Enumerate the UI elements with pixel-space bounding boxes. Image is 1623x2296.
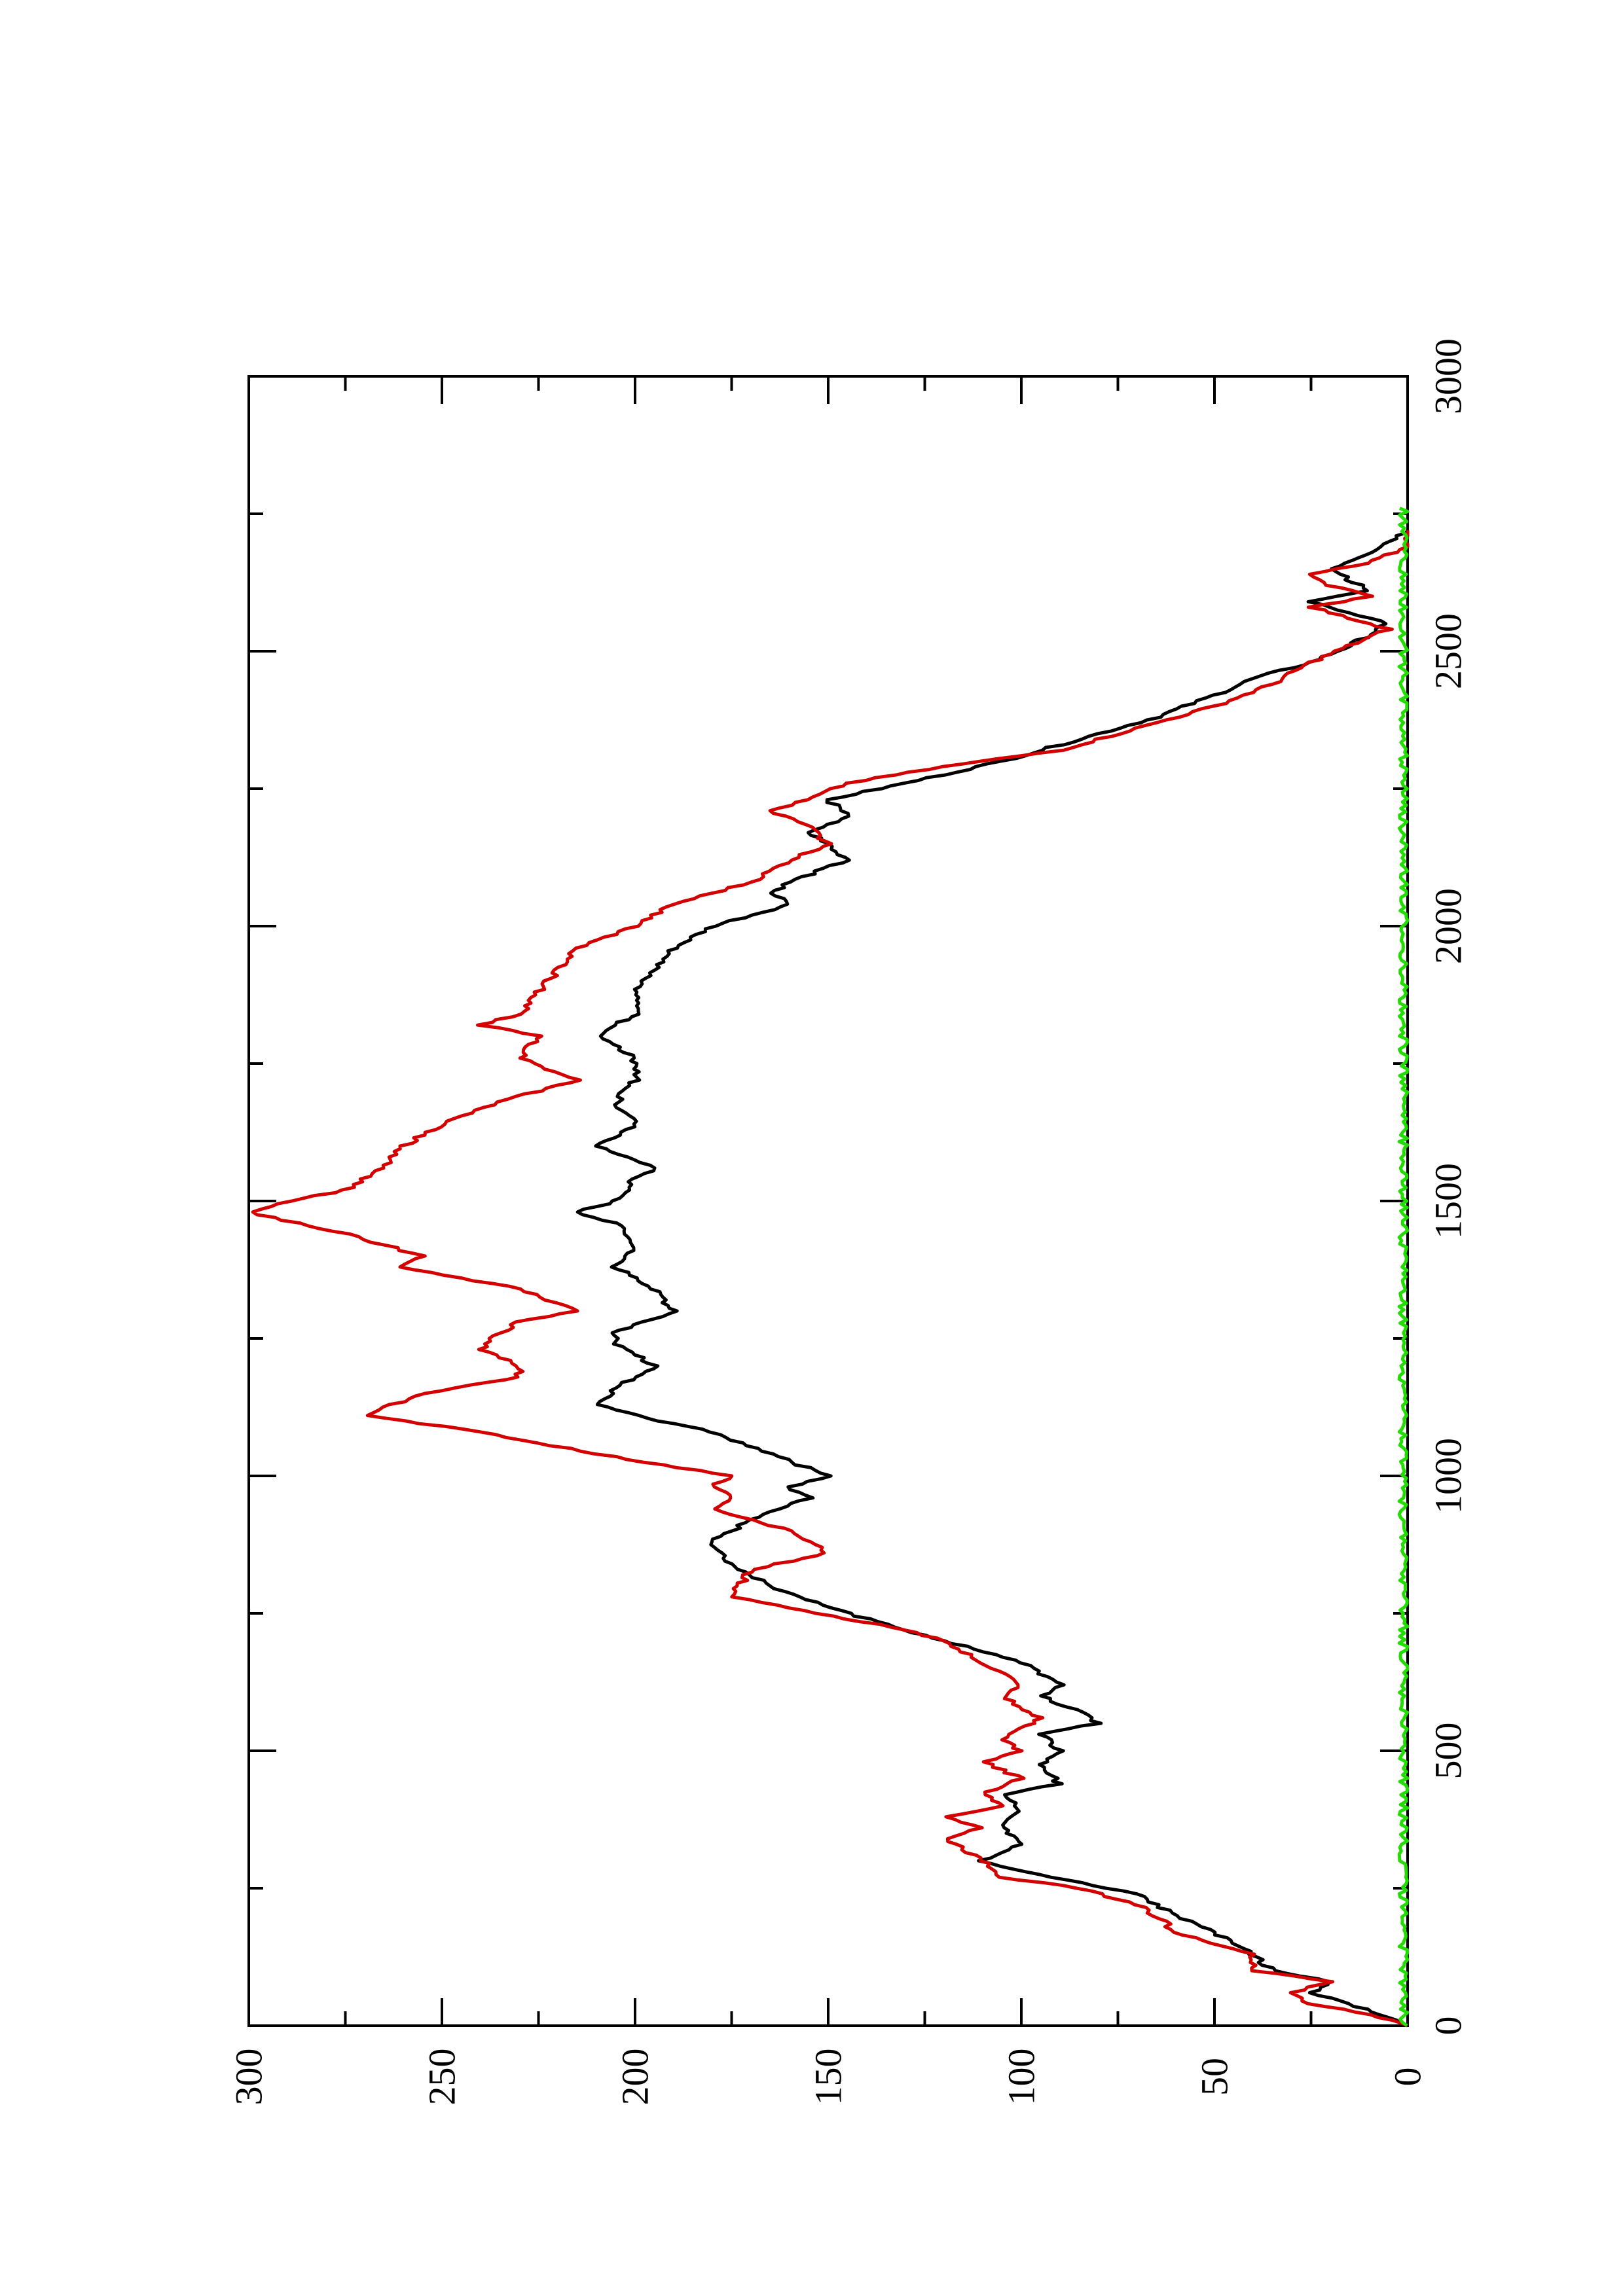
plot-frame — [247, 375, 1409, 2027]
y-tick-label: 300 — [228, 2049, 270, 2106]
series-line-1 — [251, 530, 1410, 2028]
y-tick-label: 100 — [1000, 2049, 1043, 2106]
x-tick-label: 2500 — [1427, 613, 1470, 689]
y-tick-label: 250 — [421, 2049, 464, 2106]
series-lines — [251, 507, 1410, 2028]
y-tick-label: 0 — [1387, 2068, 1429, 2087]
series-line-2 — [1397, 507, 1410, 2028]
y-tick-label: 150 — [807, 2049, 850, 2106]
x-tick-label: 3000 — [1427, 338, 1470, 414]
axis-tick-labels: 0 500 1000 1500 2000 2500 3000 0 50 100 150 200 250 3… — [228, 338, 1470, 2106]
x-tick-label: 1500 — [1427, 1163, 1470, 1239]
x-tick-label: 500 — [1427, 1723, 1470, 1780]
axis-ticks — [247, 375, 1409, 2027]
series-line-0 — [575, 529, 1410, 2028]
y-tick-label: 50 — [1194, 2058, 1236, 2096]
x-tick-label: 1000 — [1427, 1438, 1470, 1514]
y-tick-label: 200 — [614, 2049, 657, 2106]
x-tick-label: 2000 — [1427, 888, 1470, 964]
x-tick-label: 0 — [1427, 2017, 1470, 2036]
